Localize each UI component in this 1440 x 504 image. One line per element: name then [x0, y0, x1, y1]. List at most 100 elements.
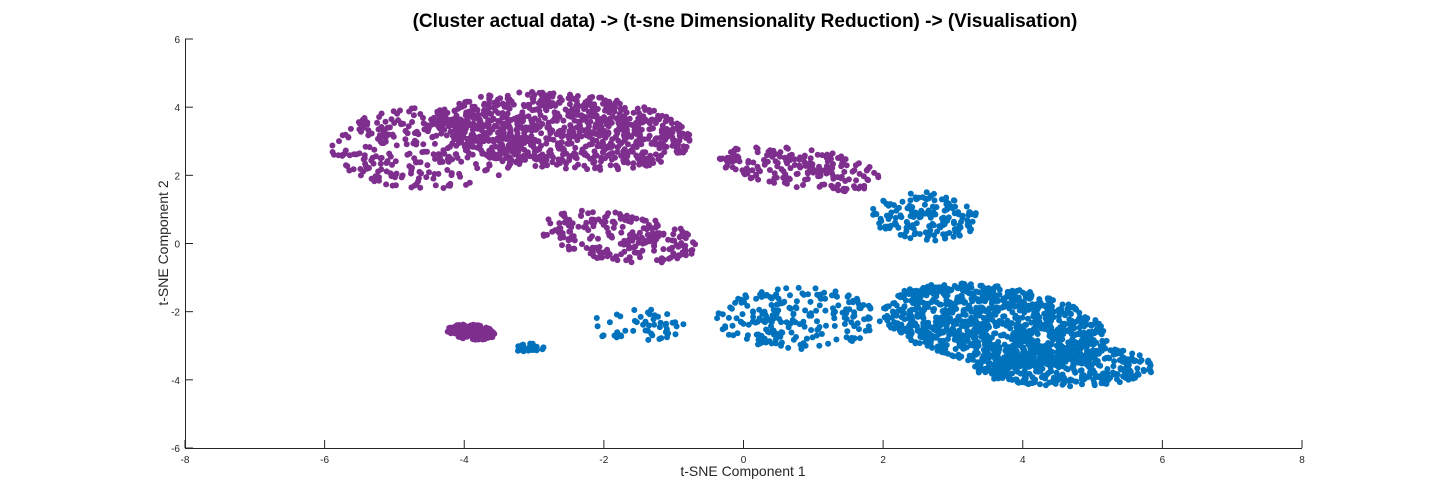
data-point-series-1: [619, 223, 626, 230]
data-point-series-2: [910, 300, 916, 307]
data-point-series-1: [554, 142, 561, 149]
data-point-series-2: [844, 293, 851, 300]
data-point-series-2: [994, 368, 1001, 374]
data-point-series-2: [937, 224, 944, 231]
scatter-points: [329, 89, 1154, 390]
data-point-series-2: [1009, 363, 1016, 370]
data-point-series-2: [973, 288, 979, 295]
data-point-series-2: [1089, 328, 1096, 335]
data-point-series-2: [1047, 364, 1054, 371]
data-point-series-1: [819, 152, 826, 159]
data-point-series-1: [578, 213, 585, 219]
data-point-series-2: [974, 307, 981, 314]
data-point-series-1: [597, 116, 604, 122]
data-point-series-2: [976, 312, 983, 319]
data-point-series-2: [594, 323, 601, 330]
data-point-series-2: [963, 203, 970, 210]
data-point-series-2: [914, 313, 921, 320]
data-point-series-2: [975, 323, 982, 330]
data-point-series-1: [602, 134, 609, 141]
data-point-series-1: [387, 153, 394, 160]
data-point-series-1: [531, 148, 538, 155]
data-point-series-2: [1042, 375, 1049, 382]
data-point-series-1: [610, 218, 617, 225]
data-point-series-1: [856, 170, 863, 177]
data-point-series-2: [966, 290, 973, 297]
data-point-series-1: [586, 101, 593, 108]
data-point-series-1: [621, 237, 628, 244]
data-point-series-2: [1011, 295, 1018, 302]
data-point-series-2: [1029, 301, 1036, 308]
data-point-series-2: [954, 285, 961, 292]
data-point-series-2: [898, 314, 905, 321]
data-point-series-1: [448, 172, 455, 179]
data-point-series-2: [907, 235, 914, 242]
data-point-series-2: [1059, 301, 1066, 308]
data-point-series-2: [1107, 374, 1114, 381]
data-point-series-1: [382, 118, 389, 125]
data-point-series-1: [533, 125, 540, 132]
data-point-series-1: [629, 215, 636, 222]
data-point-series-1: [456, 170, 463, 177]
data-point-series-2: [1111, 346, 1118, 353]
data-point-series-1: [620, 157, 627, 164]
data-point-series-2: [803, 335, 810, 342]
data-point-series-2: [754, 318, 761, 325]
data-point-series-2: [1078, 352, 1085, 359]
data-point-series-2: [910, 288, 917, 294]
data-point-series-2: [932, 334, 939, 341]
data-point-series-1: [550, 154, 556, 161]
data-point-series-1: [413, 181, 420, 188]
data-point-series-1: [754, 163, 761, 170]
data-point-series-2: [527, 340, 534, 347]
data-point-series-2: [959, 332, 966, 339]
data-point-series-1: [521, 153, 528, 160]
data-point-series-2: [897, 292, 904, 299]
data-point-series-2: [901, 233, 908, 240]
data-point-series-2: [1015, 379, 1022, 386]
data-point-series-2: [994, 359, 1001, 366]
data-point-series-1: [625, 236, 632, 243]
data-point-series-2: [630, 327, 637, 334]
data-point-series-2: [993, 304, 1000, 311]
data-point-series-1: [797, 164, 804, 171]
data-point-series-1: [595, 235, 601, 242]
data-point-series-2: [854, 320, 861, 327]
data-point-series-1: [593, 131, 600, 137]
data-point-series-2: [1068, 328, 1075, 335]
data-point-series-1: [519, 125, 526, 132]
data-point-series-2: [1140, 368, 1147, 375]
data-point-series-2: [1077, 331, 1084, 338]
data-point-series-2: [680, 321, 687, 328]
data-point-series-2: [972, 349, 978, 356]
data-point-series-1: [596, 124, 603, 131]
y-tick-label: -2: [171, 308, 180, 319]
data-point-series-2: [1013, 331, 1020, 338]
data-point-series-1: [447, 180, 454, 187]
data-point-series-1: [794, 170, 801, 177]
data-point-series-2: [960, 338, 967, 345]
data-point-series-1: [547, 220, 554, 227]
data-point-series-2: [806, 312, 813, 319]
data-point-series-1: [577, 122, 583, 129]
data-point-series-1: [633, 144, 640, 150]
data-point-series-1: [503, 119, 510, 126]
data-point-series-1: [406, 150, 413, 157]
data-point-series-1: [490, 104, 497, 111]
data-point-series-2: [943, 297, 950, 304]
data-point-series-1: [465, 141, 471, 148]
data-point-series-2: [932, 318, 939, 325]
data-point-series-1: [863, 167, 870, 174]
data-point-series-1: [586, 131, 593, 138]
data-point-series-1: [372, 173, 379, 180]
data-point-series-1: [688, 247, 695, 254]
data-point-series-1: [490, 136, 496, 143]
data-point-series-1: [575, 223, 582, 230]
data-point-series-1: [609, 136, 616, 143]
data-point-series-1: [514, 134, 521, 141]
data-point-series-2: [753, 295, 760, 302]
data-point-series-2: [919, 299, 926, 306]
data-point-series-1: [625, 121, 632, 128]
data-point-series-1: [443, 132, 450, 139]
data-point-series-1: [383, 181, 390, 188]
